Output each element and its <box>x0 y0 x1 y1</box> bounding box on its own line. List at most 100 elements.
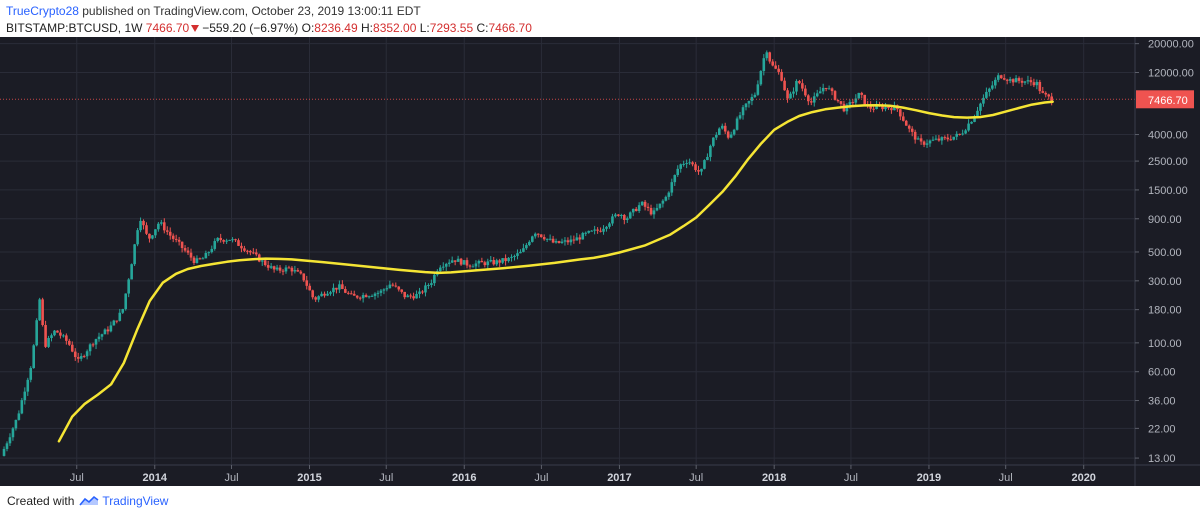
candle-body <box>38 299 41 321</box>
candle-body <box>1041 91 1045 93</box>
candle-body <box>243 248 246 251</box>
y-tick-label: 2500.00 <box>1148 156 1188 168</box>
candle-body <box>160 222 163 224</box>
candle-body <box>97 336 101 340</box>
candle-body <box>685 163 688 165</box>
author-link[interactable]: TrueCrypto28 <box>6 4 79 18</box>
candle-body <box>887 106 890 109</box>
candle-body <box>136 230 139 245</box>
candle-body <box>391 284 395 286</box>
candle-body <box>174 238 178 240</box>
y-tick-label: 22.00 <box>1148 423 1176 435</box>
candle-body <box>427 284 430 286</box>
candle-body <box>664 196 668 201</box>
candle-body <box>204 252 208 259</box>
candle-body <box>934 138 938 140</box>
candle-body <box>183 248 187 251</box>
candle-body <box>335 287 338 290</box>
candle-body <box>706 156 709 161</box>
candle-body <box>347 292 350 294</box>
candle-body <box>756 84 760 95</box>
candle-body <box>284 267 288 272</box>
candle-body <box>382 289 386 291</box>
candle-body <box>142 220 145 226</box>
candle-body <box>673 175 677 183</box>
candle-body <box>578 237 582 240</box>
candle-body <box>332 287 335 293</box>
candle-body <box>643 201 647 207</box>
candle-body <box>361 295 365 299</box>
candle-body <box>412 296 415 299</box>
down-arrow-icon <box>191 25 200 32</box>
candle-body <box>798 80 801 84</box>
candle-body <box>759 71 763 85</box>
candle-body <box>44 324 47 347</box>
candle-body <box>519 251 522 254</box>
candle-body <box>388 284 392 289</box>
candle-body <box>124 293 128 310</box>
candle-body <box>973 116 976 122</box>
price-chart[interactable]: 20000.00 12000.00 4000.00 2500.00 1500.00 900… <box>0 37 1200 486</box>
chart-footer: Created with TradingView <box>0 486 1200 517</box>
candle-body <box>910 128 914 132</box>
candle-body <box>195 258 199 263</box>
candle-body <box>498 260 501 263</box>
candle-body <box>623 214 626 220</box>
tradingview-brand[interactable]: TradingView <box>102 494 169 508</box>
candle-body <box>996 75 1000 80</box>
candle-body <box>234 239 237 241</box>
candle-body <box>1011 79 1015 83</box>
candle-body <box>263 260 267 266</box>
candle-body <box>186 250 190 253</box>
candle-body <box>1002 78 1006 80</box>
candle-body <box>513 255 516 257</box>
candle-body <box>688 162 691 164</box>
candle-body <box>35 320 38 346</box>
candle-body <box>400 289 404 292</box>
publish-info: published on TradingView.com, October 23… <box>78 4 421 18</box>
candle-body <box>154 229 157 236</box>
candle-body <box>637 205 641 212</box>
candle-body <box>109 325 113 332</box>
y-tick-label: 500.00 <box>1148 247 1182 259</box>
low-value: 7293.55 <box>429 21 474 35</box>
candle-body <box>355 295 359 298</box>
candle-body <box>919 138 923 142</box>
candle-body <box>602 228 605 232</box>
candle-body <box>439 267 442 272</box>
candle-body <box>884 106 887 110</box>
candle-body <box>489 260 493 262</box>
candle-body <box>928 140 932 144</box>
candle-body <box>1023 81 1027 83</box>
candle-body <box>477 260 481 264</box>
candle-body <box>278 267 282 271</box>
candle-body <box>964 130 967 134</box>
candle-body <box>456 258 460 262</box>
candle-body <box>507 257 510 262</box>
candle-body <box>228 239 231 241</box>
candle-body <box>991 85 994 89</box>
candle-body <box>430 283 433 285</box>
candle-body <box>459 258 463 265</box>
candle-body <box>323 293 326 296</box>
candle-body <box>275 267 279 270</box>
candle-body <box>640 201 644 206</box>
x-tick-label: 2015 <box>297 472 321 484</box>
candle-body <box>349 293 353 295</box>
candle-body <box>765 52 769 59</box>
candle-body <box>634 208 638 212</box>
tradingview-logo-icon <box>79 495 99 506</box>
candle-body <box>189 252 193 258</box>
candle-body <box>1050 96 1053 103</box>
candle-body <box>720 125 724 129</box>
publish-line: TrueCrypto28 published on TradingView.co… <box>6 4 421 18</box>
chart-area[interactable]: 20000.00 12000.00 4000.00 2500.00 1500.00 900… <box>0 37 1200 486</box>
candle-body <box>729 134 733 138</box>
candle-body <box>608 223 611 227</box>
candle-body <box>620 214 623 216</box>
candle-body <box>296 270 300 272</box>
symbol-line: BITSTAMP:BTCUSD, 1W 7466.70 −559.20 (−6.9… <box>6 21 532 35</box>
candle-body <box>741 107 745 116</box>
candle-body <box>139 220 142 231</box>
high-value: 8352.00 <box>373 21 417 35</box>
